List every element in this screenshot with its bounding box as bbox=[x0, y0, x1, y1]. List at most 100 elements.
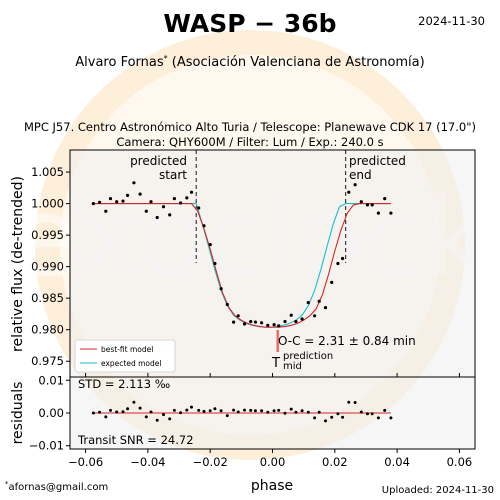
contact-email: afornas@gmail.com bbox=[9, 482, 109, 493]
main-plot-area bbox=[70, 150, 475, 377]
best-fit-model-line bbox=[91, 203, 391, 328]
observation-point bbox=[383, 197, 387, 201]
residual-point bbox=[225, 414, 229, 418]
observation-point bbox=[376, 211, 380, 215]
residual-point bbox=[249, 408, 253, 412]
residual-point bbox=[213, 407, 217, 411]
observation-point bbox=[347, 190, 351, 194]
y-tick-label: 0.995 bbox=[31, 228, 64, 242]
residual-point bbox=[197, 408, 201, 412]
observation-point bbox=[144, 209, 148, 213]
observation-point bbox=[179, 201, 183, 205]
predicted-start-label-1: predicted bbox=[130, 154, 187, 168]
legend-box bbox=[74, 339, 176, 373]
observation-point bbox=[253, 320, 257, 324]
observation-point bbox=[370, 203, 374, 207]
residual-point bbox=[389, 416, 393, 420]
residual-point bbox=[376, 416, 380, 420]
residual-point bbox=[294, 410, 298, 414]
residual-point bbox=[155, 418, 159, 422]
residual-point bbox=[208, 409, 212, 413]
observation-point bbox=[138, 192, 142, 196]
predicted-end-label-1: predicted bbox=[349, 154, 406, 168]
legend-label-best-fit: best-fit model bbox=[101, 345, 153, 354]
x-tick-label: 0.00 bbox=[260, 455, 286, 469]
y-axis-label: relative flux (de-trended) bbox=[10, 176, 26, 352]
report-date: 2024-11-30 bbox=[418, 14, 485, 28]
observation-point bbox=[300, 317, 304, 321]
residual-point bbox=[202, 409, 206, 413]
legend-label-expected: expected model bbox=[101, 359, 161, 368]
residual-point bbox=[168, 417, 172, 421]
observation-point bbox=[115, 200, 119, 204]
observation-point bbox=[189, 190, 194, 194]
residual-point bbox=[306, 410, 310, 414]
residual-point bbox=[277, 408, 281, 412]
observation-point bbox=[108, 197, 113, 201]
residual-point bbox=[253, 409, 257, 413]
residual-point bbox=[98, 410, 102, 414]
observation-point bbox=[202, 224, 206, 228]
residual-point bbox=[232, 408, 236, 412]
x-tick-label: 0.02 bbox=[322, 455, 348, 469]
residual-point bbox=[144, 415, 148, 419]
y-tick-label: 1.005 bbox=[31, 165, 64, 179]
residual-point bbox=[347, 400, 351, 404]
residual-point bbox=[121, 410, 125, 414]
residual-point bbox=[300, 409, 304, 413]
main-plot-layer: 0.975 0.980 0.985 0.990 0.995 1.000 1.005 bbox=[31, 150, 460, 377]
observation-point bbox=[341, 256, 345, 261]
residual-point bbox=[366, 412, 369, 416]
x-tick-label: 0.06 bbox=[447, 455, 473, 469]
observation-point bbox=[91, 202, 95, 206]
residual-point bbox=[190, 405, 193, 409]
observation-point bbox=[260, 321, 264, 325]
residual-point bbox=[219, 409, 223, 413]
residual-point bbox=[383, 408, 387, 412]
observation-point bbox=[185, 196, 189, 200]
residual-plot-layer: −0.06 −0.04 −0.02 0.00 0.02 0.04 0.06 −0.01 0.00… bbox=[29, 373, 472, 469]
residual-point bbox=[172, 408, 176, 412]
std-text: STD = 2.113 ‰ bbox=[78, 377, 170, 391]
y-tick-label: 0.985 bbox=[31, 291, 64, 305]
observer-line: Alvaro Fornas* (Asociación Valenciana de… bbox=[75, 54, 424, 70]
residual-point bbox=[91, 411, 95, 415]
residual-point bbox=[243, 408, 246, 412]
residual-point bbox=[324, 419, 327, 423]
residual-point bbox=[185, 408, 189, 412]
observation-point bbox=[317, 299, 321, 303]
observation-point bbox=[197, 206, 201, 210]
observation-point bbox=[277, 324, 281, 328]
observation-point bbox=[353, 183, 357, 187]
observation-point bbox=[161, 205, 166, 209]
residual-point bbox=[236, 410, 240, 414]
residual-point bbox=[109, 408, 112, 412]
footer-uploaded: Uploaded: 2024-11-30 bbox=[382, 485, 494, 496]
observation-point bbox=[213, 261, 217, 266]
y-tick-label: 0.980 bbox=[31, 323, 64, 337]
observation-point bbox=[323, 306, 328, 310]
observation-point bbox=[236, 314, 240, 318]
observation-point bbox=[359, 200, 363, 204]
observation-point bbox=[242, 322, 247, 326]
residual-y-tick-label: 0.01 bbox=[38, 373, 64, 387]
residual-point bbox=[353, 401, 357, 404]
prediction-marker: T bbox=[271, 356, 280, 371]
observation-point bbox=[306, 301, 310, 305]
y-tick-label: 0.990 bbox=[31, 260, 64, 274]
residual-point bbox=[272, 409, 276, 413]
y-tick-label: 0.975 bbox=[31, 354, 64, 368]
residual-y-tick-label: 0.00 bbox=[38, 406, 64, 420]
residual-plot-frame bbox=[69, 376, 476, 450]
residual-point bbox=[289, 407, 293, 411]
snr-text: Transit SNR = 24.72 bbox=[77, 433, 194, 447]
x-tick-label: −0.04 bbox=[130, 455, 165, 469]
observation-point bbox=[155, 215, 159, 220]
residual-point bbox=[138, 406, 142, 410]
observation-point bbox=[98, 200, 102, 204]
residual-point bbox=[149, 410, 153, 414]
residual-point bbox=[359, 410, 363, 414]
observation-point bbox=[132, 181, 136, 185]
observation-point bbox=[126, 193, 130, 197]
oc-text: O-C = 2.31 ± 0.84 min bbox=[278, 334, 416, 348]
